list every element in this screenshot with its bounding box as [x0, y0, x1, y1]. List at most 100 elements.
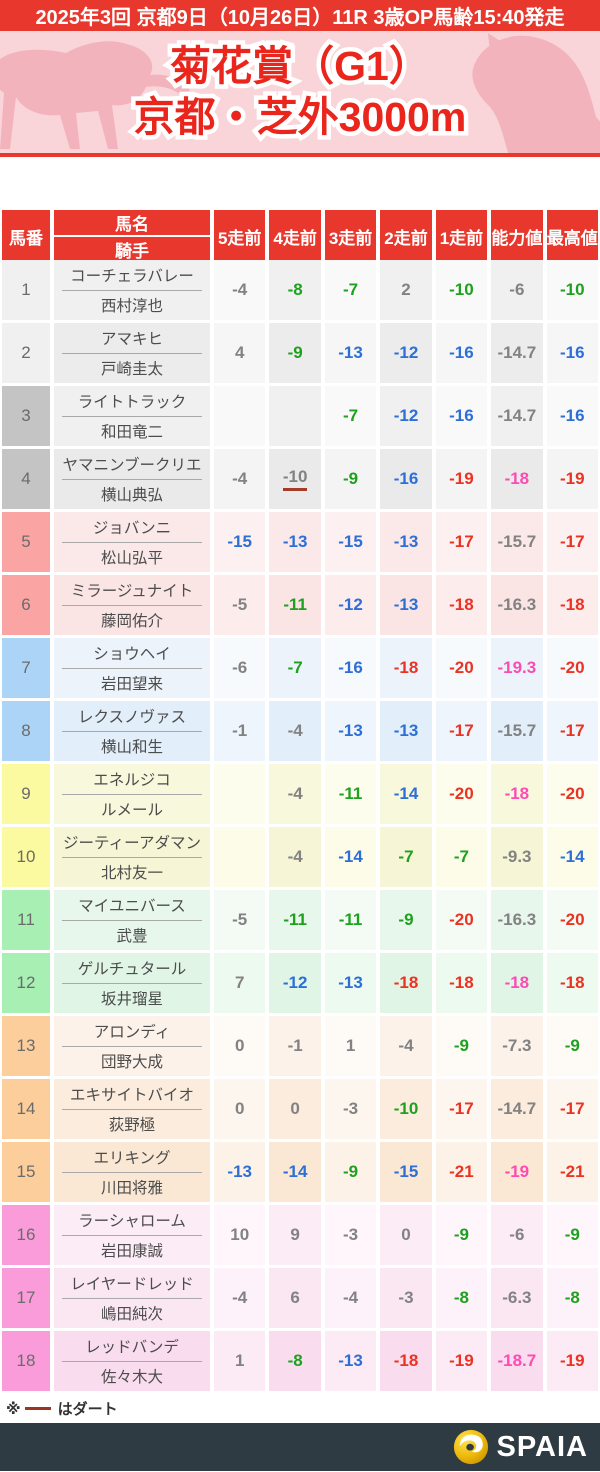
horse-name: ショウヘイ — [61, 638, 203, 669]
rating-value: -15.7 — [497, 532, 537, 551]
rating-cell: -14.7 — [491, 323, 543, 383]
rating-cell: -13 — [324, 701, 377, 761]
rating-cell: -14.7 — [491, 386, 543, 446]
rating-cell: -10 — [380, 1079, 432, 1139]
rating-cell: -1 — [269, 1016, 321, 1076]
table-row: 5 ジョバンニ 松山弘平 -15 -13 -15 -13 -17 -15.7 -17 — [2, 512, 598, 572]
rating-value: -20 — [449, 910, 474, 929]
rating-value: 2 — [401, 280, 411, 299]
rating-value: -9.3 — [502, 847, 532, 866]
rating-value: -18 — [504, 784, 530, 803]
rating-value: -3 — [343, 1099, 359, 1118]
rating-value: -16 — [338, 658, 363, 677]
rating-value: -16 — [393, 469, 419, 488]
rating-cell — [214, 827, 266, 887]
rating-value: -13 — [227, 1162, 252, 1181]
rating-cell: -16 — [546, 386, 598, 446]
table-row: 1 コーチェラバレー 西村淳也 -4 -8 -7 2 -10 -6 -10 — [2, 260, 598, 320]
rating-value: -7 — [398, 847, 414, 866]
col-header-name-jockey: 馬名 騎手 — [54, 210, 210, 262]
table-row: 7 ショウヘイ 岩田望来 -6 -7 -16 -18 -20 -19.3 -20 — [2, 638, 598, 698]
brand-text: SPAIA — [496, 1430, 588, 1463]
rating-cell: -19 — [435, 1331, 488, 1391]
rating-value: -13 — [282, 532, 308, 551]
rating-value: -11 — [338, 784, 363, 803]
rating-value: -18 — [393, 658, 419, 677]
rating-value: -11 — [338, 910, 363, 929]
rating-cell: -6 — [491, 1205, 543, 1265]
rating-value: -6 — [509, 280, 525, 299]
bracket-number-cell: 9 — [2, 764, 50, 824]
rating-cell: -18 — [435, 575, 488, 635]
jockey-name: 坂井瑠星 — [100, 991, 163, 1009]
table-row: 2 アマキヒ 戸崎圭太 4 -9 -13 -12 -16 -14.7 -16 — [2, 323, 598, 383]
rating-cell: -19 — [491, 1142, 543, 1202]
rating-value: -18 — [504, 973, 530, 992]
rating-value: -7.3 — [502, 1036, 532, 1055]
rating-value: -14 — [559, 847, 585, 866]
rating-cell: -18 — [380, 638, 432, 698]
col-header-kishu: 騎手 — [115, 242, 149, 261]
rating-value: -19.3 — [497, 658, 537, 677]
bracket-number-cell: 18 — [2, 1331, 50, 1391]
bracket-number-cell: 10 — [2, 827, 50, 887]
rating-cell: -17 — [435, 1079, 488, 1139]
bracket-number-cell: 3 — [2, 386, 50, 446]
table-row: 16 ラーシャローム 岩田康誠 10 9 -3 0 -9 -6 -9 — [2, 1205, 598, 1265]
jockey-name: 横山典弘 — [100, 487, 163, 505]
table-row: 14 エキサイトバイオ 荻野極 0 0 -3 -10 -17 -14.7 -17 — [2, 1079, 598, 1139]
rating-value: 1 — [345, 1036, 356, 1055]
rating-cell: -13 — [380, 512, 432, 572]
rating-value: -14 — [393, 784, 419, 803]
rating-value: 0 — [401, 1225, 411, 1244]
rating-cell: -19 — [435, 449, 488, 509]
race-info-text: 2025年3回 京都9日（10月26日）11R 3歳OP馬齢15:40発走 — [35, 7, 565, 29]
rating-value: -13 — [393, 532, 419, 551]
rating-value: -17 — [449, 1099, 474, 1118]
horse-name: ラーシャローム — [61, 1205, 203, 1236]
rating-value: -14 — [338, 847, 363, 866]
name-jockey-cell: エキサイトバイオ 荻野極 — [54, 1079, 210, 1139]
rating-cell: -10 — [269, 449, 321, 509]
rating-value: -18 — [449, 973, 474, 992]
rating-cell — [214, 386, 266, 446]
table-row: 17 レイヤードレッド 嶋田純次 -4 6 -4 -3 -8 -6.3 -8 — [2, 1268, 598, 1328]
rating-value: -4 — [398, 1036, 414, 1055]
rating-cell: -18.7 — [491, 1331, 543, 1391]
rating-cell: -18 — [546, 953, 598, 1013]
table-row: 15 エリキング 川田将雅 -13 -14 -9 -15 -21 -19 -21 — [2, 1142, 598, 1202]
rating-value: -7 — [453, 847, 469, 866]
rating-value: -19 — [559, 469, 585, 488]
rating-cell: 0 — [380, 1205, 432, 1265]
rating-value: -14.7 — [497, 343, 537, 362]
rating-value: -5 — [232, 910, 248, 929]
rating-cell: 4 — [214, 323, 266, 383]
horse-table-body: 1 コーチェラバレー 西村淳也 -4 -8 -7 2 -10 -6 -10 2 アマキヒ 戸… — [2, 260, 598, 1391]
horse-silhouette-left-icon — [0, 41, 190, 149]
rating-cell: -4 — [269, 827, 321, 887]
rating-cell: -15.7 — [491, 701, 543, 761]
bracket-number-cell: 12 — [2, 953, 50, 1013]
race-info-bar: 2025年3回 京都9日（10月26日）11R 3歳OP馬齢15:40発走 — [0, 0, 600, 31]
rating-cell: -7 — [435, 827, 488, 887]
rating-value: -1 — [287, 1036, 303, 1055]
race-course: 京都・芝外3000m — [134, 92, 467, 144]
table-row: 12 ゲルチュタール 坂井瑠星 7 -12 -13 -18 -18 -18 -18 — [2, 953, 598, 1013]
rating-cell: -15 — [324, 512, 377, 572]
bracket-number-cell: 13 — [2, 1016, 50, 1076]
rating-cell: -17 — [546, 701, 598, 761]
rating-cell: -1 — [214, 701, 266, 761]
rating-value: -17 — [559, 1099, 585, 1118]
rating-value: -19 — [559, 1351, 585, 1370]
rating-value: -14 — [282, 1162, 308, 1181]
rating-cell: -19 — [546, 449, 598, 509]
rating-value: -3 — [343, 1225, 359, 1244]
name-jockey-cell: マイユニバース 武豊 — [54, 890, 210, 950]
rating-value: -12 — [282, 973, 308, 992]
rating-value: -9 — [343, 1162, 359, 1181]
rating-cell: -20 — [546, 890, 598, 950]
rating-cell: -4 — [269, 701, 321, 761]
name-jockey-cell: ラーシャローム 岩田康誠 — [54, 1205, 210, 1265]
name-jockey-cell: ミラージュナイト 藤岡佑介 — [54, 575, 210, 635]
rating-cell: -10 — [546, 260, 598, 320]
